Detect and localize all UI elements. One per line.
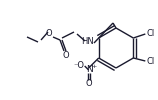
Text: N: N bbox=[86, 66, 93, 74]
Text: Cl: Cl bbox=[146, 28, 155, 38]
Text: ⁻O: ⁻O bbox=[73, 60, 84, 70]
Text: O: O bbox=[85, 80, 92, 88]
Text: HN: HN bbox=[82, 36, 94, 46]
Text: O: O bbox=[46, 28, 52, 38]
Text: O: O bbox=[63, 50, 69, 60]
Text: Cl: Cl bbox=[146, 57, 155, 66]
Text: +: + bbox=[91, 64, 97, 70]
